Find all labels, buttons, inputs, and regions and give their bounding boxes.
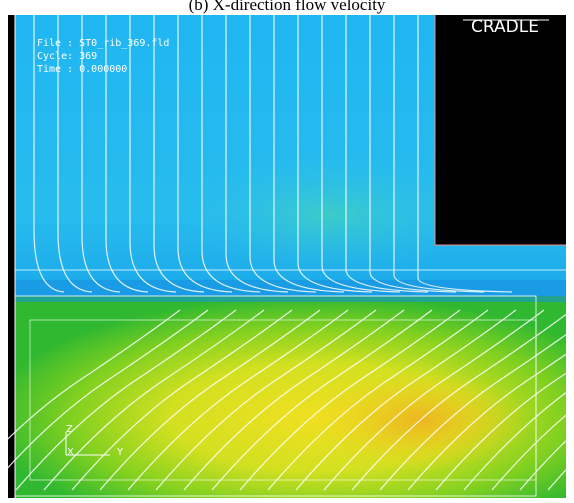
caption: (b) X-direction flow velocity — [189, 0, 386, 14]
axis-z: Z — [66, 424, 73, 435]
axis-y: Y — [116, 447, 124, 458]
axis-x: X — [67, 447, 74, 458]
obstacle — [435, 15, 566, 245]
info-file: File : ST0_rib_369.fld — [37, 38, 169, 49]
info-cycle: Cycle: 369 — [37, 51, 97, 62]
flow-contour — [190, 155, 470, 275]
page: (b) X-direction flow velocity CRADLE Fil… — [0, 0, 574, 503]
info-time: Time : 0.000000 — [37, 64, 127, 75]
